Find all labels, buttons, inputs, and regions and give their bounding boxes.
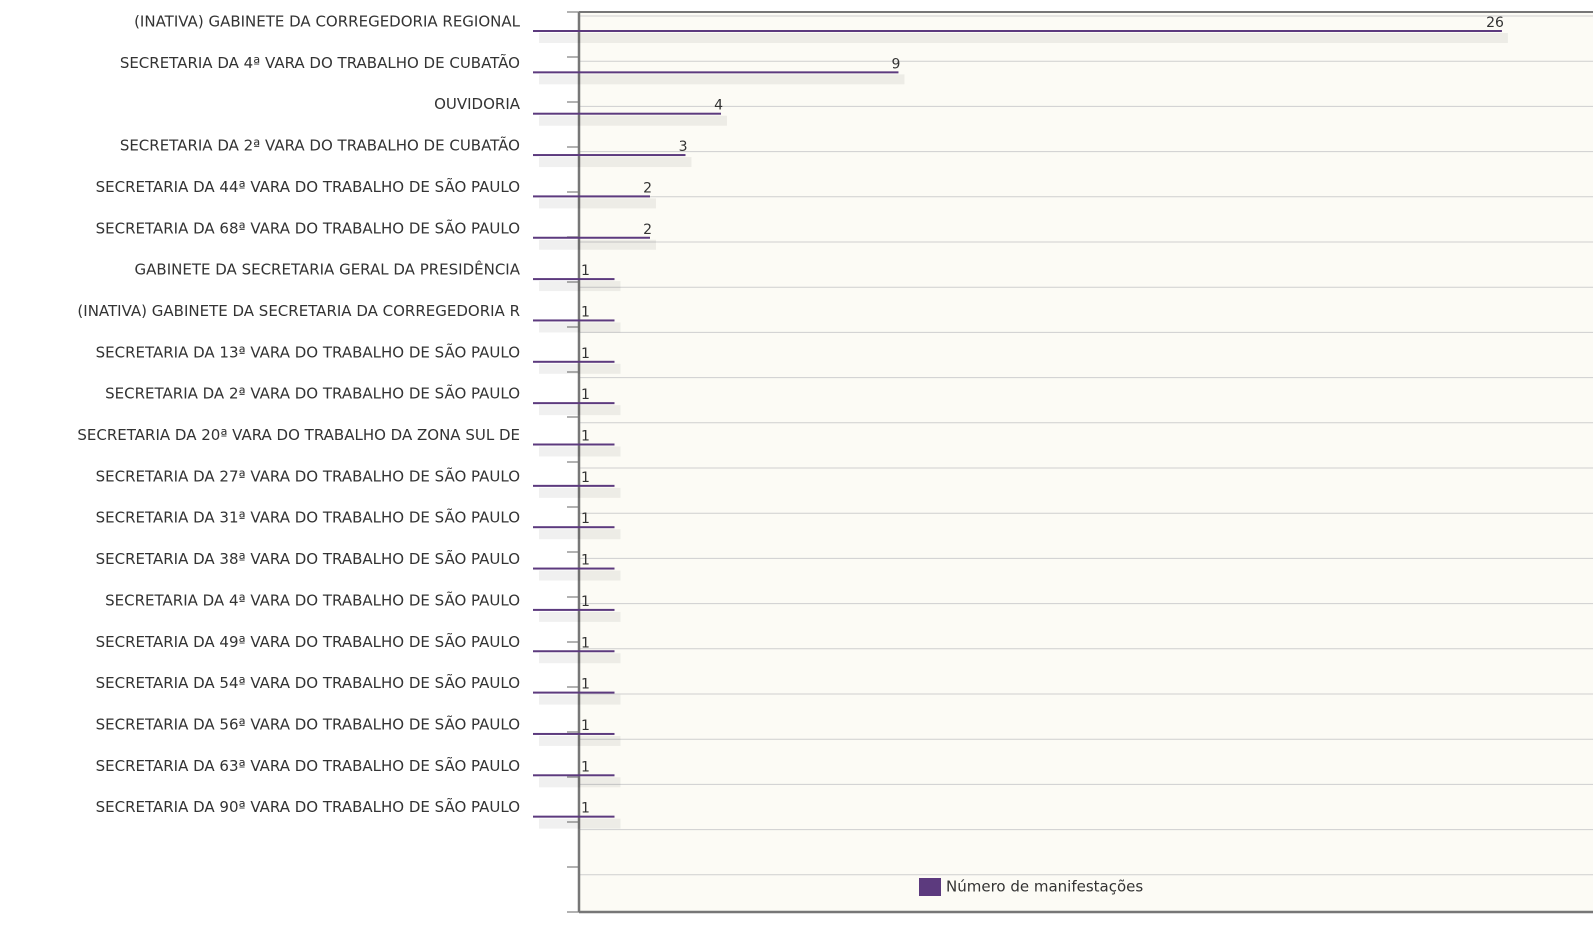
bar <box>533 815 615 818</box>
gridlines <box>579 11 1593 876</box>
legend: Número de manifestações <box>919 878 1143 896</box>
bar <box>533 112 721 115</box>
bar-series <box>533 30 1508 829</box>
bar-shadow <box>539 363 621 374</box>
bar <box>533 71 899 74</box>
category-label: OUVIDORIA <box>434 95 521 113</box>
bar <box>533 154 686 157</box>
data-label: 1 <box>581 470 590 486</box>
bar-shadow <box>539 735 621 746</box>
bar <box>533 691 615 694</box>
category-label: SECRETARIA DA 44ª VARA DO TRABALHO DE SÃ… <box>96 177 520 196</box>
bar-shadow <box>539 611 621 622</box>
bar-shadow <box>539 74 905 85</box>
plot-area <box>579 12 1593 912</box>
category-label: SECRETARIA DA 20ª VARA DO TRABALHO DA ZO… <box>77 426 520 444</box>
bar-shadow <box>539 653 621 664</box>
data-label: 2 <box>643 222 652 238</box>
data-label: 26 <box>1486 15 1504 31</box>
bar-shadow <box>539 281 621 292</box>
category-label: SECRETARIA DA 31ª VARA DO TRABALHO DE SÃ… <box>96 508 520 527</box>
bar-shadow <box>539 33 1508 43</box>
data-labels: 26 9 4 3 2 2 1 1 1 1 1 1 1 1 1 1 1 1 1 1 <box>581 15 1504 817</box>
bar <box>533 526 615 529</box>
data-label: 3 <box>679 139 688 155</box>
data-label: 2 <box>643 180 652 196</box>
category-label: SECRETARIA DA 49ª VARA DO TRABALHO DE SÃ… <box>96 632 520 651</box>
axis-ticks <box>567 11 579 913</box>
bar <box>533 319 615 322</box>
category-label: SECRETARIA DA 90ª VARA DO TRABALHO DE SÃ… <box>96 797 520 816</box>
bar <box>533 650 615 653</box>
data-label: 1 <box>581 759 590 775</box>
bar-shadow <box>539 529 621 540</box>
category-label: SECRETARIA DA 13ª VARA DO TRABALHO DE SÃ… <box>96 342 520 361</box>
legend-label: Número de manifestações <box>946 878 1143 896</box>
data-label: 1 <box>581 553 590 569</box>
bar-shadow <box>539 694 621 705</box>
category-label: (INATIVA) GABINETE DA CORREGEDORIA REGIO… <box>134 13 521 31</box>
data-label: 1 <box>581 263 590 279</box>
category-label: SECRETARIA DA 68ª VARA DO TRABALHO DE SÃ… <box>96 218 520 237</box>
data-label: 1 <box>581 429 590 445</box>
category-label: GABINETE DA SECRETARIA GERAL DA PRESIDÊN… <box>135 260 521 279</box>
bar <box>533 774 615 777</box>
bar <box>533 484 615 487</box>
data-label: 4 <box>714 98 723 114</box>
category-label: SECRETARIA DA 4ª VARA DO TRABALHO DE SÃO… <box>105 590 520 609</box>
bar <box>533 443 615 446</box>
data-label: 1 <box>581 594 590 610</box>
category-label: SECRETARIA DA 38ª VARA DO TRABALHO DE SÃ… <box>96 549 520 568</box>
bar-shadow <box>539 115 727 126</box>
bar <box>533 278 615 281</box>
bar-shadow <box>539 818 621 829</box>
bar-shadow <box>539 570 621 581</box>
data-label: 1 <box>581 511 590 527</box>
category-label: (INATIVA) GABINETE DA SECRETARIA DA CORR… <box>77 302 520 320</box>
category-label: SECRETARIA DA 63ª VARA DO TRABALHO DE SÃ… <box>96 756 520 775</box>
bar <box>533 360 615 363</box>
bar-shadow <box>539 239 656 250</box>
bar <box>533 236 650 239</box>
bar-shadow <box>539 405 621 416</box>
bar-shadow <box>539 777 621 788</box>
data-label: 1 <box>581 801 590 817</box>
category-label: SECRETARIA DA 4ª VARA DO TRABALHO DE CUB… <box>120 53 520 72</box>
data-label: 1 <box>581 387 590 403</box>
data-label: 1 <box>581 635 590 651</box>
bar <box>533 30 1502 32</box>
category-label: SECRETARIA DA 2ª VARA DO TRABALHO DE CUB… <box>120 136 520 155</box>
data-label: 1 <box>581 718 590 734</box>
category-label: SECRETARIA DA 2ª VARA DO TRABALHO DE SÃO… <box>105 384 520 403</box>
legend-swatch <box>919 878 941 896</box>
category-label: SECRETARIA DA 56ª VARA DO TRABALHO DE SÃ… <box>96 714 520 733</box>
bar-shadow <box>539 198 656 209</box>
bar-shadow <box>539 157 692 168</box>
data-label: 1 <box>581 304 590 320</box>
data-label: 1 <box>581 677 590 693</box>
bar <box>533 195 650 198</box>
bar <box>533 732 615 735</box>
bar-shadow <box>539 322 621 333</box>
category-labels: (INATIVA) GABINETE DA CORREGEDORIA REGIO… <box>77 13 520 817</box>
data-label: 1 <box>581 346 590 362</box>
category-label: SECRETARIA DA 27ª VARA DO TRABALHO DE SÃ… <box>96 466 520 485</box>
bar-shadow <box>539 446 621 457</box>
bar <box>533 567 615 570</box>
bar <box>533 608 615 611</box>
category-label: SECRETARIA DA 54ª VARA DO TRABALHO DE SÃ… <box>96 673 520 692</box>
bar <box>533 402 615 405</box>
data-label: 9 <box>892 56 901 72</box>
bar-shadow <box>539 487 621 498</box>
